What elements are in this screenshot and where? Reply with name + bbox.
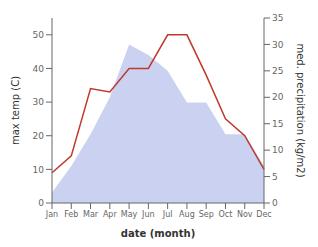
svg-text:20: 20	[272, 92, 284, 102]
svg-text:Feb: Feb	[64, 210, 78, 219]
svg-text:50: 50	[33, 30, 45, 40]
svg-text:5: 5	[272, 172, 278, 182]
svg-text:40: 40	[33, 64, 45, 74]
svg-text:Apr: Apr	[103, 210, 118, 219]
svg-text:Dec: Dec	[256, 210, 271, 219]
svg-text:Jan: Jan	[45, 210, 58, 219]
svg-text:10: 10	[33, 165, 45, 175]
svg-text:date (month): date (month)	[121, 228, 195, 239]
svg-text:30: 30	[272, 40, 284, 50]
svg-text:max temp (C): max temp (C)	[10, 76, 21, 145]
svg-text:May: May	[121, 210, 138, 219]
svg-text:Nov: Nov	[237, 210, 253, 219]
svg-text:Jun: Jun	[141, 210, 155, 219]
svg-text:Oct: Oct	[219, 210, 233, 219]
svg-text:15: 15	[272, 119, 283, 129]
svg-text:med. precipitation (kg/m2): med. precipitation (kg/m2)	[295, 43, 306, 177]
svg-text:20: 20	[33, 131, 45, 141]
svg-text:10: 10	[272, 145, 284, 155]
svg-text:35: 35	[272, 13, 283, 23]
svg-text:0: 0	[272, 198, 278, 208]
svg-text:30: 30	[33, 97, 45, 107]
svg-text:0: 0	[38, 198, 44, 208]
svg-text:Aug: Aug	[179, 210, 195, 219]
svg-text:25: 25	[272, 66, 283, 76]
svg-text:Sep: Sep	[199, 210, 214, 219]
svg-text:Mar: Mar	[83, 210, 99, 219]
svg-text:Jul: Jul	[162, 210, 173, 219]
